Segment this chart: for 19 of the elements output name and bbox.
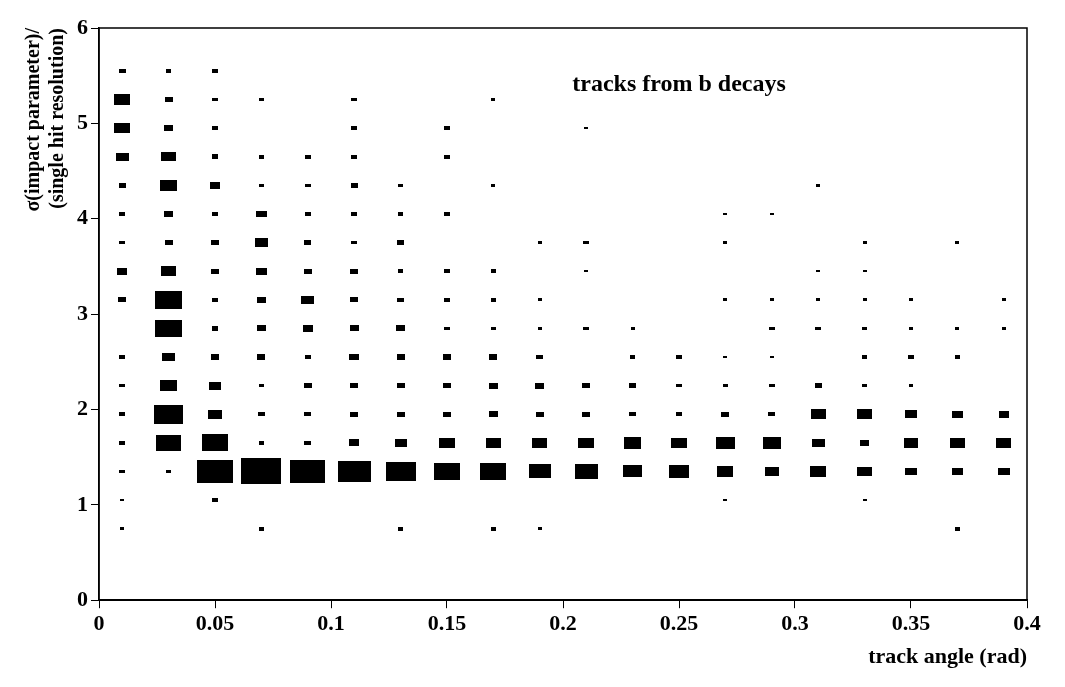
- x-tick-label: 0.05: [195, 610, 235, 636]
- x-tick-label: 0.2: [549, 610, 577, 636]
- y-tick-label: 0: [77, 585, 88, 611]
- y-tick-label: 6: [77, 13, 88, 39]
- x-tick-label: 0.3: [781, 610, 809, 636]
- x-tick-label: 0.1: [317, 610, 345, 636]
- y-tick-label: 3: [77, 299, 88, 325]
- x-tick-label: 0.35: [891, 610, 931, 636]
- x-tick-label: 0.15: [427, 610, 467, 636]
- x-tick-label: 0.4: [1013, 610, 1041, 636]
- x-tick-label: 0.25: [659, 610, 699, 636]
- y-tick-label: 4: [77, 204, 88, 230]
- x-axis-title: track angle (rad): [868, 643, 1027, 669]
- annotation: tracks from b decays: [572, 70, 786, 97]
- x-tick-label: 0: [93, 610, 105, 636]
- y-tick-label: 1: [77, 490, 88, 516]
- y-axis-title: σ(impact parameter)/ (single hit resolution): [21, 27, 69, 212]
- y-tick-label: 2: [77, 395, 88, 421]
- y-tick-label: 5: [77, 109, 88, 135]
